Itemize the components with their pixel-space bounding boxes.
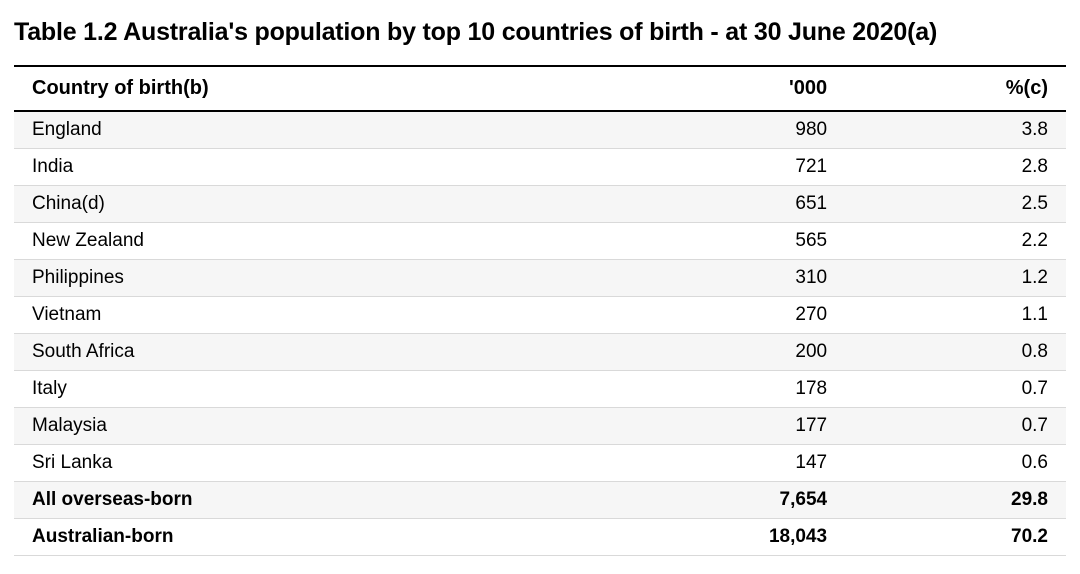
cell-thousands: 721 <box>624 149 845 186</box>
cell-thousands: 651 <box>624 186 845 223</box>
cell-percent: 2.8 <box>845 149 1066 186</box>
table-row: Australian-born18,04370.2 <box>14 519 1066 556</box>
table-row: England9803.8 <box>14 111 1066 149</box>
cell-country: New Zealand <box>14 223 624 260</box>
cell-thousands: 147 <box>624 445 845 482</box>
table-header-row: Country of birth(b) '000 %(c) <box>14 66 1066 111</box>
table-title: Table 1.2 Australia's population by top … <box>14 18 1066 47</box>
cell-percent: 2.5 <box>845 186 1066 223</box>
table-row: Sri Lanka1470.6 <box>14 445 1066 482</box>
cell-percent: 0.6 <box>845 445 1066 482</box>
table-body: England9803.8India7212.8China(d)6512.5Ne… <box>14 111 1066 556</box>
cell-thousands: 178 <box>624 371 845 408</box>
table-row: Malaysia1770.7 <box>14 408 1066 445</box>
table-row: All overseas-born7,65429.8 <box>14 482 1066 519</box>
cell-percent: 0.7 <box>845 408 1066 445</box>
table-row: India7212.8 <box>14 149 1066 186</box>
cell-thousands: 980 <box>624 111 845 149</box>
cell-percent: 0.7 <box>845 371 1066 408</box>
cell-country: Philippines <box>14 260 624 297</box>
cell-thousands: 565 <box>624 223 845 260</box>
cell-percent: 29.8 <box>845 482 1066 519</box>
cell-thousands: 7,654 <box>624 482 845 519</box>
cell-percent: 3.8 <box>845 111 1066 149</box>
population-table: Country of birth(b) '000 %(c) England980… <box>14 65 1066 556</box>
cell-thousands: 270 <box>624 297 845 334</box>
cell-thousands: 310 <box>624 260 845 297</box>
cell-country: South Africa <box>14 334 624 371</box>
col-header-thousands: '000 <box>624 66 845 111</box>
table-row: Philippines3101.2 <box>14 260 1066 297</box>
cell-country: China(d) <box>14 186 624 223</box>
cell-thousands: 18,043 <box>624 519 845 556</box>
cell-country: Sri Lanka <box>14 445 624 482</box>
table-row: China(d)6512.5 <box>14 186 1066 223</box>
col-header-percent: %(c) <box>845 66 1066 111</box>
table-row: New Zealand5652.2 <box>14 223 1066 260</box>
cell-country: India <box>14 149 624 186</box>
cell-country: England <box>14 111 624 149</box>
cell-percent: 2.2 <box>845 223 1066 260</box>
cell-percent: 1.2 <box>845 260 1066 297</box>
table-row: South Africa2000.8 <box>14 334 1066 371</box>
cell-country: Malaysia <box>14 408 624 445</box>
cell-country: Australian-born <box>14 519 624 556</box>
cell-percent: 1.1 <box>845 297 1066 334</box>
table-row: Italy1780.7 <box>14 371 1066 408</box>
cell-percent: 70.2 <box>845 519 1066 556</box>
cell-country: Vietnam <box>14 297 624 334</box>
cell-country: Italy <box>14 371 624 408</box>
cell-thousands: 177 <box>624 408 845 445</box>
table-row: Vietnam2701.1 <box>14 297 1066 334</box>
cell-country: All overseas-born <box>14 482 624 519</box>
cell-percent: 0.8 <box>845 334 1066 371</box>
col-header-country: Country of birth(b) <box>14 66 624 111</box>
cell-thousands: 200 <box>624 334 845 371</box>
